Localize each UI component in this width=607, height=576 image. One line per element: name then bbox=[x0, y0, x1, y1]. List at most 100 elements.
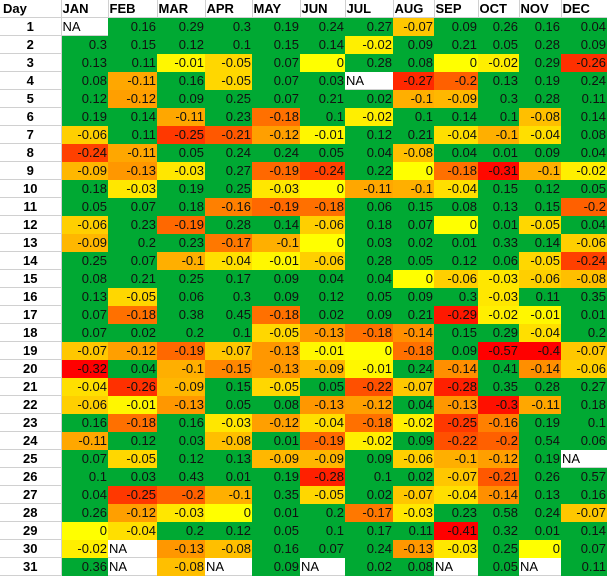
heatmap-cell[interactable]: NA bbox=[345, 71, 393, 90]
heatmap-cell[interactable]: -0.03 bbox=[108, 179, 157, 198]
row-header-day[interactable]: 28 bbox=[0, 503, 62, 522]
heatmap-cell[interactable]: 0 bbox=[434, 215, 478, 234]
heatmap-cell[interactable]: 0.04 bbox=[561, 17, 607, 36]
heatmap-cell[interactable]: 0.28 bbox=[519, 377, 561, 396]
heatmap-cell[interactable]: 0.16 bbox=[252, 539, 300, 558]
heatmap-cell[interactable]: 0.15 bbox=[393, 197, 434, 216]
heatmap-cell[interactable]: 0.13 bbox=[61, 287, 108, 306]
heatmap-cell[interactable]: -0.06 bbox=[561, 359, 607, 378]
heatmap-cell[interactable]: 0.21 bbox=[393, 125, 434, 144]
heatmap-cell[interactable]: -0.14 bbox=[519, 359, 561, 378]
heatmap-cell[interactable]: 0.33 bbox=[478, 233, 519, 252]
row-header-day[interactable]: 3 bbox=[0, 53, 62, 72]
heatmap-cell[interactable]: -0.18 bbox=[345, 323, 393, 342]
heatmap-cell[interactable]: 0.04 bbox=[345, 269, 393, 288]
heatmap-cell[interactable]: 0.01 bbox=[561, 305, 607, 324]
heatmap-cell[interactable]: 0.28 bbox=[205, 215, 252, 234]
heatmap-cell[interactable]: -0.19 bbox=[252, 197, 300, 216]
heatmap-cell[interactable]: 0.24 bbox=[393, 359, 434, 378]
heatmap-cell[interactable]: -0.04 bbox=[519, 323, 561, 342]
heatmap-cell[interactable]: 0.12 bbox=[157, 449, 205, 468]
heatmap-cell[interactable]: -0.07 bbox=[205, 341, 252, 360]
heatmap-cell[interactable]: 0.03 bbox=[300, 71, 345, 90]
heatmap-cell[interactable]: 0.18 bbox=[345, 215, 393, 234]
heatmap-cell[interactable]: 0.2 bbox=[157, 323, 205, 342]
heatmap-cell[interactable]: -0.05 bbox=[252, 377, 300, 396]
row-header-day[interactable]: 29 bbox=[0, 521, 62, 540]
heatmap-cell[interactable]: -0.08 bbox=[561, 269, 607, 288]
heatmap-cell[interactable]: -0.41 bbox=[434, 521, 478, 540]
row-header-day[interactable]: 20 bbox=[0, 359, 62, 378]
heatmap-cell[interactable]: 0.05 bbox=[478, 35, 519, 54]
heatmap-cell[interactable]: 0.11 bbox=[561, 557, 607, 576]
heatmap-cell[interactable]: 0.11 bbox=[393, 521, 434, 540]
heatmap-cell[interactable]: -0.24 bbox=[61, 143, 108, 162]
column-header-sep[interactable]: SEP bbox=[434, 0, 479, 18]
heatmap-cell[interactable]: -0.03 bbox=[393, 503, 434, 522]
heatmap-cell[interactable]: 0.09 bbox=[157, 89, 205, 108]
heatmap-cell[interactable]: -0.31 bbox=[478, 161, 519, 180]
heatmap-cell[interactable]: 0.01 bbox=[252, 503, 300, 522]
heatmap-cell[interactable]: 0.17 bbox=[345, 521, 393, 540]
heatmap-cell[interactable]: 0.21 bbox=[393, 305, 434, 324]
heatmap-cell[interactable]: 0.14 bbox=[300, 35, 345, 54]
heatmap-cell[interactable]: -0.1 bbox=[393, 89, 434, 108]
column-header-day[interactable]: Day bbox=[0, 0, 62, 18]
heatmap-cell[interactable]: 0.04 bbox=[300, 269, 345, 288]
heatmap-cell[interactable]: 0.26 bbox=[478, 17, 519, 36]
heatmap-cell[interactable]: -0.04 bbox=[108, 521, 157, 540]
heatmap-cell[interactable]: NA bbox=[519, 557, 561, 576]
heatmap-cell[interactable]: 0.12 bbox=[519, 179, 561, 198]
row-header-day[interactable]: 8 bbox=[0, 143, 62, 162]
heatmap-cell[interactable]: -0.05 bbox=[108, 287, 157, 306]
heatmap-cell[interactable]: 0.04 bbox=[108, 359, 157, 378]
heatmap-cell[interactable]: -0.01 bbox=[519, 305, 561, 324]
heatmap-cell[interactable]: 0.07 bbox=[108, 251, 157, 270]
heatmap-cell[interactable]: 0.02 bbox=[108, 323, 157, 342]
heatmap-cell[interactable]: -0.16 bbox=[478, 413, 519, 432]
heatmap-cell[interactable]: -0.19 bbox=[157, 215, 205, 234]
heatmap-cell[interactable]: 0.11 bbox=[108, 125, 157, 144]
heatmap-cell[interactable]: -0.19 bbox=[300, 431, 345, 450]
heatmap-cell[interactable]: 0.2 bbox=[300, 503, 345, 522]
heatmap-cell[interactable]: 0.01 bbox=[478, 143, 519, 162]
heatmap-cell[interactable]: -0.1 bbox=[205, 485, 252, 504]
heatmap-cell[interactable]: 0.1 bbox=[561, 413, 607, 432]
heatmap-cell[interactable]: 0 bbox=[393, 161, 434, 180]
heatmap-cell[interactable]: -0.22 bbox=[434, 431, 478, 450]
heatmap-cell[interactable]: 0.06 bbox=[561, 431, 607, 450]
heatmap-cell[interactable]: -0.12 bbox=[345, 395, 393, 414]
heatmap-cell[interactable]: -0.18 bbox=[108, 305, 157, 324]
heatmap-cell[interactable]: -0.07 bbox=[393, 17, 434, 36]
heatmap-cell[interactable]: -0.05 bbox=[252, 323, 300, 342]
heatmap-cell[interactable]: 0.21 bbox=[434, 35, 478, 54]
heatmap-cell[interactable]: 0.05 bbox=[393, 251, 434, 270]
heatmap-cell[interactable]: 0.09 bbox=[252, 287, 300, 306]
column-header-mar[interactable]: MAR bbox=[157, 0, 206, 18]
row-header-day[interactable]: 9 bbox=[0, 161, 62, 180]
heatmap-cell[interactable]: 0.15 bbox=[108, 35, 157, 54]
heatmap-cell[interactable]: 0.09 bbox=[345, 305, 393, 324]
heatmap-cell[interactable]: -0.06 bbox=[561, 233, 607, 252]
heatmap-cell[interactable]: -0.07 bbox=[393, 377, 434, 396]
heatmap-cell[interactable]: -0.05 bbox=[519, 251, 561, 270]
heatmap-cell[interactable]: 0.02 bbox=[393, 467, 434, 486]
heatmap-cell[interactable]: -0.2 bbox=[434, 71, 478, 90]
heatmap-cell[interactable]: 0.29 bbox=[478, 323, 519, 342]
heatmap-cell[interactable]: 0.35 bbox=[478, 377, 519, 396]
heatmap-cell[interactable]: 0.25 bbox=[61, 251, 108, 270]
heatmap-cell[interactable]: -0.26 bbox=[561, 53, 607, 72]
row-header-day[interactable]: 15 bbox=[0, 269, 62, 288]
heatmap-cell[interactable]: -0.22 bbox=[345, 377, 393, 396]
row-header-day[interactable]: 25 bbox=[0, 449, 62, 468]
heatmap-cell[interactable]: -0.08 bbox=[205, 539, 252, 558]
heatmap-cell[interactable]: 0.27 bbox=[345, 17, 393, 36]
heatmap-cell[interactable]: 0.14 bbox=[252, 215, 300, 234]
heatmap-cell[interactable]: -0.11 bbox=[519, 395, 561, 414]
heatmap-cell[interactable]: 0 bbox=[345, 341, 393, 360]
heatmap-cell[interactable]: 0 bbox=[205, 503, 252, 522]
heatmap-cell[interactable]: -0.04 bbox=[434, 485, 478, 504]
row-header-day[interactable]: 6 bbox=[0, 107, 62, 126]
heatmap-cell[interactable]: -0.1 bbox=[157, 359, 205, 378]
heatmap-cell[interactable]: 0.07 bbox=[61, 323, 108, 342]
